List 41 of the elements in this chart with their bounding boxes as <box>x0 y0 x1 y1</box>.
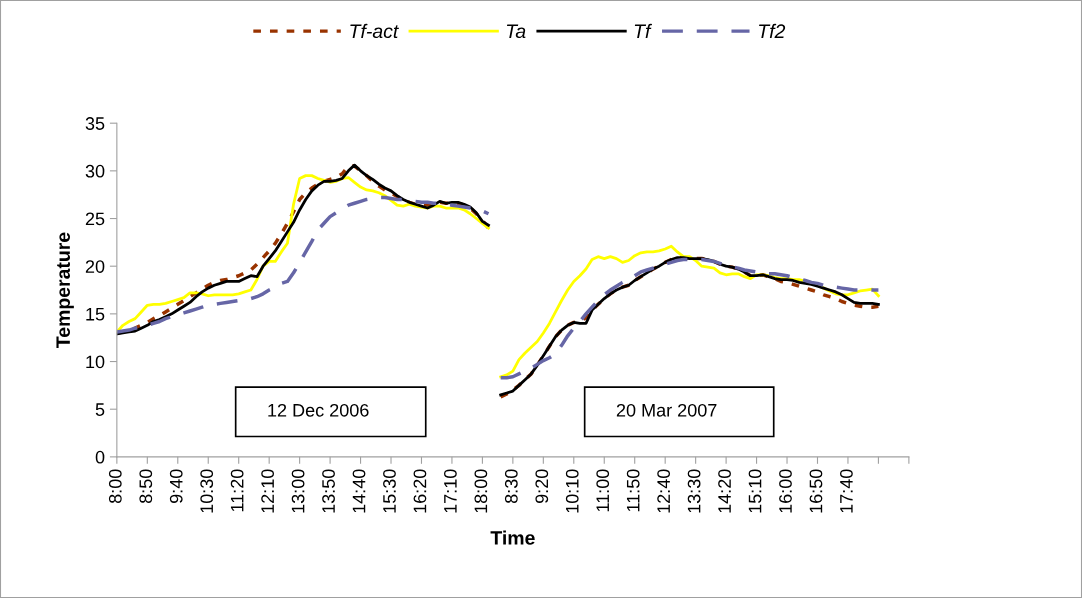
x-tick-label: 14:40 <box>352 469 366 513</box>
y-tick-label: 5 <box>95 403 105 416</box>
x-tick-label: 16:50 <box>809 469 823 513</box>
x-tick-label: 18:00 <box>474 469 488 513</box>
y-tick-label: 30 <box>85 164 105 178</box>
y-tick-label: 35 <box>85 117 105 130</box>
y-tick-label: 0 <box>95 450 105 464</box>
x-tick-label: 13:50 <box>322 469 335 513</box>
y-tick-label: 25 <box>85 212 105 226</box>
y-tick-label: 20 <box>85 260 105 273</box>
legend-label: Tf <box>634 23 653 38</box>
x-tick-label: 12:40 <box>657 469 671 513</box>
y-tick-label: 15 <box>86 307 105 321</box>
x-tick-label: 8:50 <box>139 469 153 504</box>
x-tick-label: 17:10 <box>444 469 457 513</box>
x-tick-label: 11:20 <box>230 469 244 512</box>
x-tick-label: 11:50 <box>626 469 640 512</box>
x-tick-label: 9:20 <box>535 469 549 503</box>
x-tick-label: 16:00 <box>779 469 792 513</box>
x-tick-label: 13:00 <box>291 469 305 513</box>
x-tick-label: 16:20 <box>413 469 427 513</box>
legend-label: Ta <box>506 24 526 39</box>
x-tick-label: 13:30 <box>687 469 701 513</box>
x-tick-label: 11:00 <box>596 469 610 512</box>
x-tick-label: 15:10 <box>748 469 762 513</box>
x-axis-title: Time <box>490 530 535 545</box>
x-tick-label: 10:30 <box>200 469 214 513</box>
y-tick-label: 10 <box>86 355 105 369</box>
legend-label: Tf-act <box>350 23 399 39</box>
x-tick-label: 8:00 <box>108 469 122 504</box>
x-tick-label: 15:30 <box>383 469 396 513</box>
x-tick-label: 9:40 <box>169 469 183 503</box>
y-axis-title: Temperature <box>56 232 74 348</box>
x-tick-label: 10:10 <box>565 469 579 513</box>
legend-label: Tf2 <box>759 23 786 38</box>
x-tick-label: 8:30 <box>504 469 518 504</box>
x-tick-label: 14:20 <box>718 469 731 513</box>
annotation: 20 Mar 2007 <box>616 403 717 417</box>
x-tick-label: 17:40 <box>840 469 853 513</box>
annotation: 12 Dec 2006 <box>268 403 369 417</box>
x-tick-label: 12:10 <box>261 469 275 513</box>
